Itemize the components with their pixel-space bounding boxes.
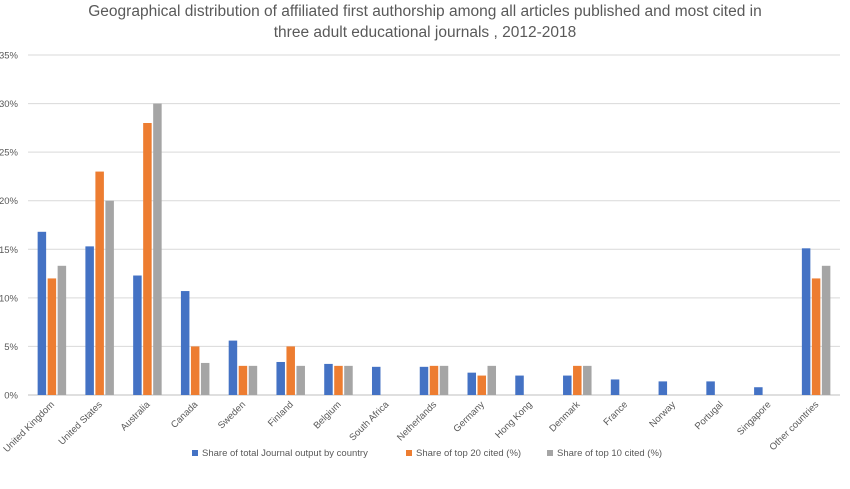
category-label: United Kingdom xyxy=(1,399,57,455)
bar xyxy=(153,103,162,396)
y-tick-label: 10% xyxy=(0,293,19,304)
bar xyxy=(467,372,477,395)
category-label: Germany xyxy=(451,399,487,435)
y-tick-label: 35% xyxy=(0,51,19,62)
bar xyxy=(344,365,353,395)
bar xyxy=(371,366,381,395)
bar xyxy=(754,387,763,395)
category-label: United States xyxy=(57,399,105,447)
category-label: Belgium xyxy=(312,399,344,431)
legend-label: Share of top 20 cited (%) xyxy=(416,448,521,459)
category-label: Singapore xyxy=(735,399,773,437)
bar xyxy=(324,363,333,395)
gridlines xyxy=(28,54,840,396)
bar xyxy=(95,171,104,395)
bar xyxy=(563,375,572,395)
legend-label: Share of total Journal output by country xyxy=(202,448,368,459)
bar xyxy=(583,365,592,395)
legend-swatch xyxy=(406,450,412,456)
bars xyxy=(37,103,831,396)
category-label: Finland xyxy=(266,399,296,429)
bar xyxy=(811,278,821,395)
bar xyxy=(334,365,343,395)
bar xyxy=(801,248,811,395)
legend-swatch xyxy=(192,450,198,456)
bar xyxy=(706,381,715,395)
bar xyxy=(610,379,620,395)
y-tick-label: 20% xyxy=(0,196,19,207)
legend-label: Share of top 10 cited (%) xyxy=(557,448,662,459)
category-label: Norway xyxy=(647,399,678,430)
bar xyxy=(190,346,200,395)
bar xyxy=(658,381,668,395)
category-label: Netherlands xyxy=(395,399,439,443)
y-tick-label: 25% xyxy=(0,148,19,159)
bar xyxy=(143,123,152,395)
bar xyxy=(105,200,114,395)
category-label: Hong Kong xyxy=(493,399,534,440)
y-tick-label: 0% xyxy=(4,391,18,402)
category-label: Denmark xyxy=(547,399,582,434)
bar xyxy=(821,265,831,395)
bar xyxy=(477,375,487,395)
category-label: Other countries xyxy=(768,399,822,453)
y-tick-label: 15% xyxy=(0,245,19,256)
legend: Share of total Journal output by country… xyxy=(192,448,662,459)
chart-title-line2: three adult educational journals , 2012-… xyxy=(274,24,576,41)
bar xyxy=(573,365,582,395)
category-label: Canada xyxy=(169,399,201,431)
bar xyxy=(85,246,94,395)
category-label: France xyxy=(601,399,630,428)
bar xyxy=(228,340,238,395)
bar xyxy=(286,346,295,395)
category-label: South Africa xyxy=(347,399,392,444)
y-tick-label: 5% xyxy=(4,342,18,353)
category-label: Sweden xyxy=(216,399,248,431)
legend-swatch xyxy=(547,450,553,456)
bar xyxy=(429,365,439,395)
bar xyxy=(47,278,57,395)
bar xyxy=(296,365,305,395)
bar xyxy=(248,365,258,395)
chart-title-line1: Geographical distribution of affiliated … xyxy=(88,3,761,20)
bar xyxy=(487,365,497,395)
y-tick-label: 30% xyxy=(0,99,19,110)
bar xyxy=(515,375,524,395)
bar xyxy=(133,275,142,395)
bar xyxy=(238,365,248,395)
y-axis-ticks: 0% 5% 10% 15% 20% 25% 30% 35% xyxy=(0,51,19,402)
bar xyxy=(200,362,210,395)
x-axis-categories: United Kingdom United States Australia Cana… xyxy=(1,399,821,455)
bar xyxy=(180,291,190,395)
bar xyxy=(419,366,429,395)
bar xyxy=(439,365,449,395)
bar xyxy=(276,361,285,395)
category-label: Australia xyxy=(119,399,153,433)
category-label: Portugal xyxy=(693,399,726,432)
bar xyxy=(37,231,47,395)
bar xyxy=(57,265,67,395)
